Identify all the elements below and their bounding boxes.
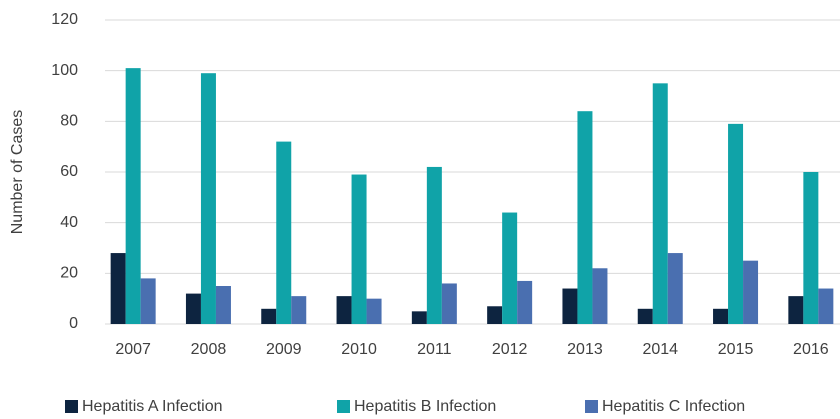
x-tick-label: 2013: [567, 341, 603, 358]
y-axis-label: Number of Cases: [9, 110, 26, 235]
y-tick-label: 60: [60, 163, 78, 180]
legend-label: Hepatitis A Infection: [82, 398, 223, 415]
bar: [351, 174, 367, 324]
bar: [728, 123, 744, 324]
bar: [441, 283, 457, 324]
legend-label: Hepatitis C Infection: [602, 398, 745, 415]
bar: [366, 298, 382, 324]
y-tick-label: 20: [60, 265, 78, 282]
bar: [140, 278, 156, 324]
bar: [261, 308, 277, 324]
bar: [125, 68, 141, 324]
y-tick-label: 80: [60, 113, 78, 130]
x-tick-label: 2015: [718, 341, 754, 358]
bar: [185, 293, 201, 324]
x-tick-label: 2014: [642, 341, 678, 358]
legend-swatch: [65, 400, 78, 413]
bar: [517, 280, 533, 324]
bar: [291, 296, 307, 324]
legend-label: Hepatitis B Infection: [354, 398, 496, 415]
y-tick-label: 120: [51, 11, 78, 28]
bar: [743, 260, 759, 324]
bar: [336, 296, 352, 324]
bar: [200, 73, 216, 324]
bar: [592, 268, 608, 324]
bar: [637, 308, 653, 324]
x-tick-label: 2016: [793, 341, 829, 358]
bar: [713, 308, 729, 324]
bar: [110, 253, 126, 324]
bar: [215, 286, 231, 324]
bar: [803, 172, 819, 324]
x-tick-label: 2012: [492, 341, 528, 358]
bar: [667, 253, 683, 324]
bar: [276, 141, 292, 324]
bar: [788, 296, 804, 324]
bar: [487, 306, 503, 324]
x-tick-label: 2010: [341, 341, 377, 358]
bar: [502, 212, 518, 324]
bar: [411, 311, 427, 324]
bar: [562, 288, 578, 324]
bar: [426, 166, 442, 324]
x-tick-label: 2007: [115, 341, 151, 358]
x-tick-label: 2009: [266, 341, 302, 358]
legend-swatch: [585, 400, 598, 413]
x-tick-label: 2008: [191, 341, 227, 358]
y-tick-label: 40: [60, 214, 78, 231]
y-tick-label: 100: [51, 62, 78, 79]
bar: [818, 288, 834, 324]
bar: [652, 83, 668, 324]
bar: [577, 111, 593, 324]
y-tick-label: 0: [69, 315, 78, 332]
legend-swatch: [337, 400, 350, 413]
x-tick-label: 2011: [417, 341, 452, 358]
